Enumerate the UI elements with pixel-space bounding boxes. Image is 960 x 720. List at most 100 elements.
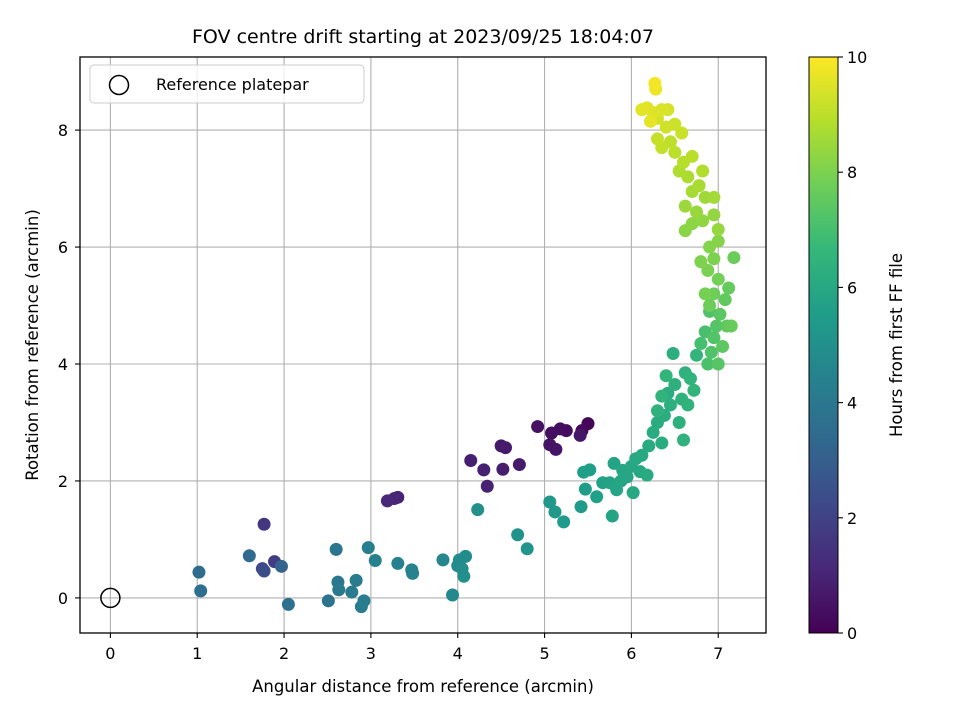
data-point: [668, 377, 682, 391]
data-point: [675, 126, 689, 140]
data-point: [573, 428, 587, 442]
data-point: [650, 132, 664, 146]
chart-title: FOV centre drift starting at 2023/09/25 …: [192, 26, 654, 48]
data-point: [724, 319, 738, 333]
data-points: [100, 76, 741, 614]
data-point: [659, 120, 673, 134]
x-tick-label: 6: [626, 644, 636, 663]
data-point: [707, 252, 721, 266]
data-point: [690, 348, 704, 362]
data-point: [531, 420, 545, 434]
axis-ticks: 0 1 2 3 4 5 6 7 0 2 4 6 8: [58, 121, 724, 663]
colorbar-ticks: 0 2 4 6 8 10: [838, 48, 867, 643]
y-tick-label: 4: [58, 355, 68, 374]
colorbar: 0 2 4 6 8 10 Hours from first FF file: [808, 48, 906, 643]
data-point: [345, 585, 359, 599]
data-point: [716, 339, 730, 353]
data-point: [642, 439, 656, 453]
data-point: [694, 337, 708, 351]
data-point: [640, 468, 654, 482]
data-point: [480, 479, 494, 493]
data-point: [446, 588, 460, 602]
x-tick-label: 1: [192, 644, 202, 663]
data-point: [678, 199, 692, 213]
grid: [80, 57, 766, 633]
data-point: [677, 433, 691, 447]
data-point: [718, 293, 732, 307]
data-point: [711, 357, 725, 371]
data-point: [626, 486, 640, 500]
data-point: [635, 448, 649, 462]
data-point: [701, 263, 715, 277]
data-point: [668, 145, 682, 159]
data-point: [471, 503, 485, 517]
data-point: [436, 553, 450, 567]
data-point: [659, 369, 673, 383]
data-point: [701, 357, 715, 371]
colorbar-tick-label: 10: [847, 48, 867, 67]
data-point: [713, 307, 727, 321]
data-point: [368, 553, 382, 567]
data-point: [711, 234, 725, 248]
data-point: [498, 441, 512, 455]
data-point: [194, 584, 208, 598]
data-point: [557, 515, 571, 529]
data-point: [666, 346, 680, 360]
data-point: [727, 251, 741, 265]
data-point: [650, 404, 664, 418]
data-point: [349, 573, 363, 587]
data-point: [655, 436, 669, 450]
data-point: [257, 517, 271, 531]
data-point: [690, 205, 704, 219]
data-point: [590, 490, 604, 504]
data-point: [707, 208, 721, 222]
data-point: [681, 398, 695, 412]
data-point: [683, 372, 697, 386]
data-point: [687, 383, 701, 397]
data-point: [707, 190, 721, 204]
data-point: [406, 566, 420, 580]
data-point: [242, 549, 256, 563]
y-tick-label: 0: [58, 589, 68, 608]
data-point: [192, 565, 206, 579]
data-point: [543, 495, 557, 509]
data-point: [512, 458, 526, 472]
x-tick-label: 4: [453, 644, 463, 663]
colorbar-tick-label: 6: [847, 278, 857, 297]
y-tick-label: 2: [58, 472, 68, 491]
data-point: [281, 597, 295, 611]
legend: Reference platepar: [89, 64, 365, 104]
data-point: [321, 594, 335, 608]
data-point: [620, 470, 634, 484]
data-point: [549, 442, 563, 456]
data-point: [607, 456, 621, 470]
data-point: [477, 463, 491, 477]
legend-entry-reference-platepar: Reference platepar: [156, 75, 309, 94]
data-point: [694, 255, 708, 269]
data-point: [707, 331, 721, 345]
reference-platepar-marker: [100, 587, 121, 609]
data-point: [646, 425, 660, 439]
x-tick-label: 0: [105, 644, 115, 663]
data-point: [520, 542, 534, 556]
data-point: [644, 114, 658, 128]
y-tick-label: 8: [58, 121, 68, 140]
y-axis-label: Rotation from reference (arcmin): [23, 209, 42, 481]
data-point: [703, 299, 717, 313]
x-tick-label: 5: [539, 644, 549, 663]
data-point: [574, 500, 588, 514]
data-point: [704, 345, 718, 359]
data-point: [605, 509, 619, 523]
data-point: [710, 319, 724, 333]
data-point: [698, 287, 712, 301]
data-point: [329, 542, 343, 556]
data-point: [391, 556, 405, 570]
x-tick-label: 2: [279, 644, 289, 663]
data-point: [583, 463, 597, 477]
colorbar-tick-label: 8: [847, 163, 857, 182]
data-point: [663, 398, 677, 412]
data-point: [648, 76, 662, 90]
plot-frame: [79, 56, 767, 634]
data-point: [696, 164, 710, 178]
